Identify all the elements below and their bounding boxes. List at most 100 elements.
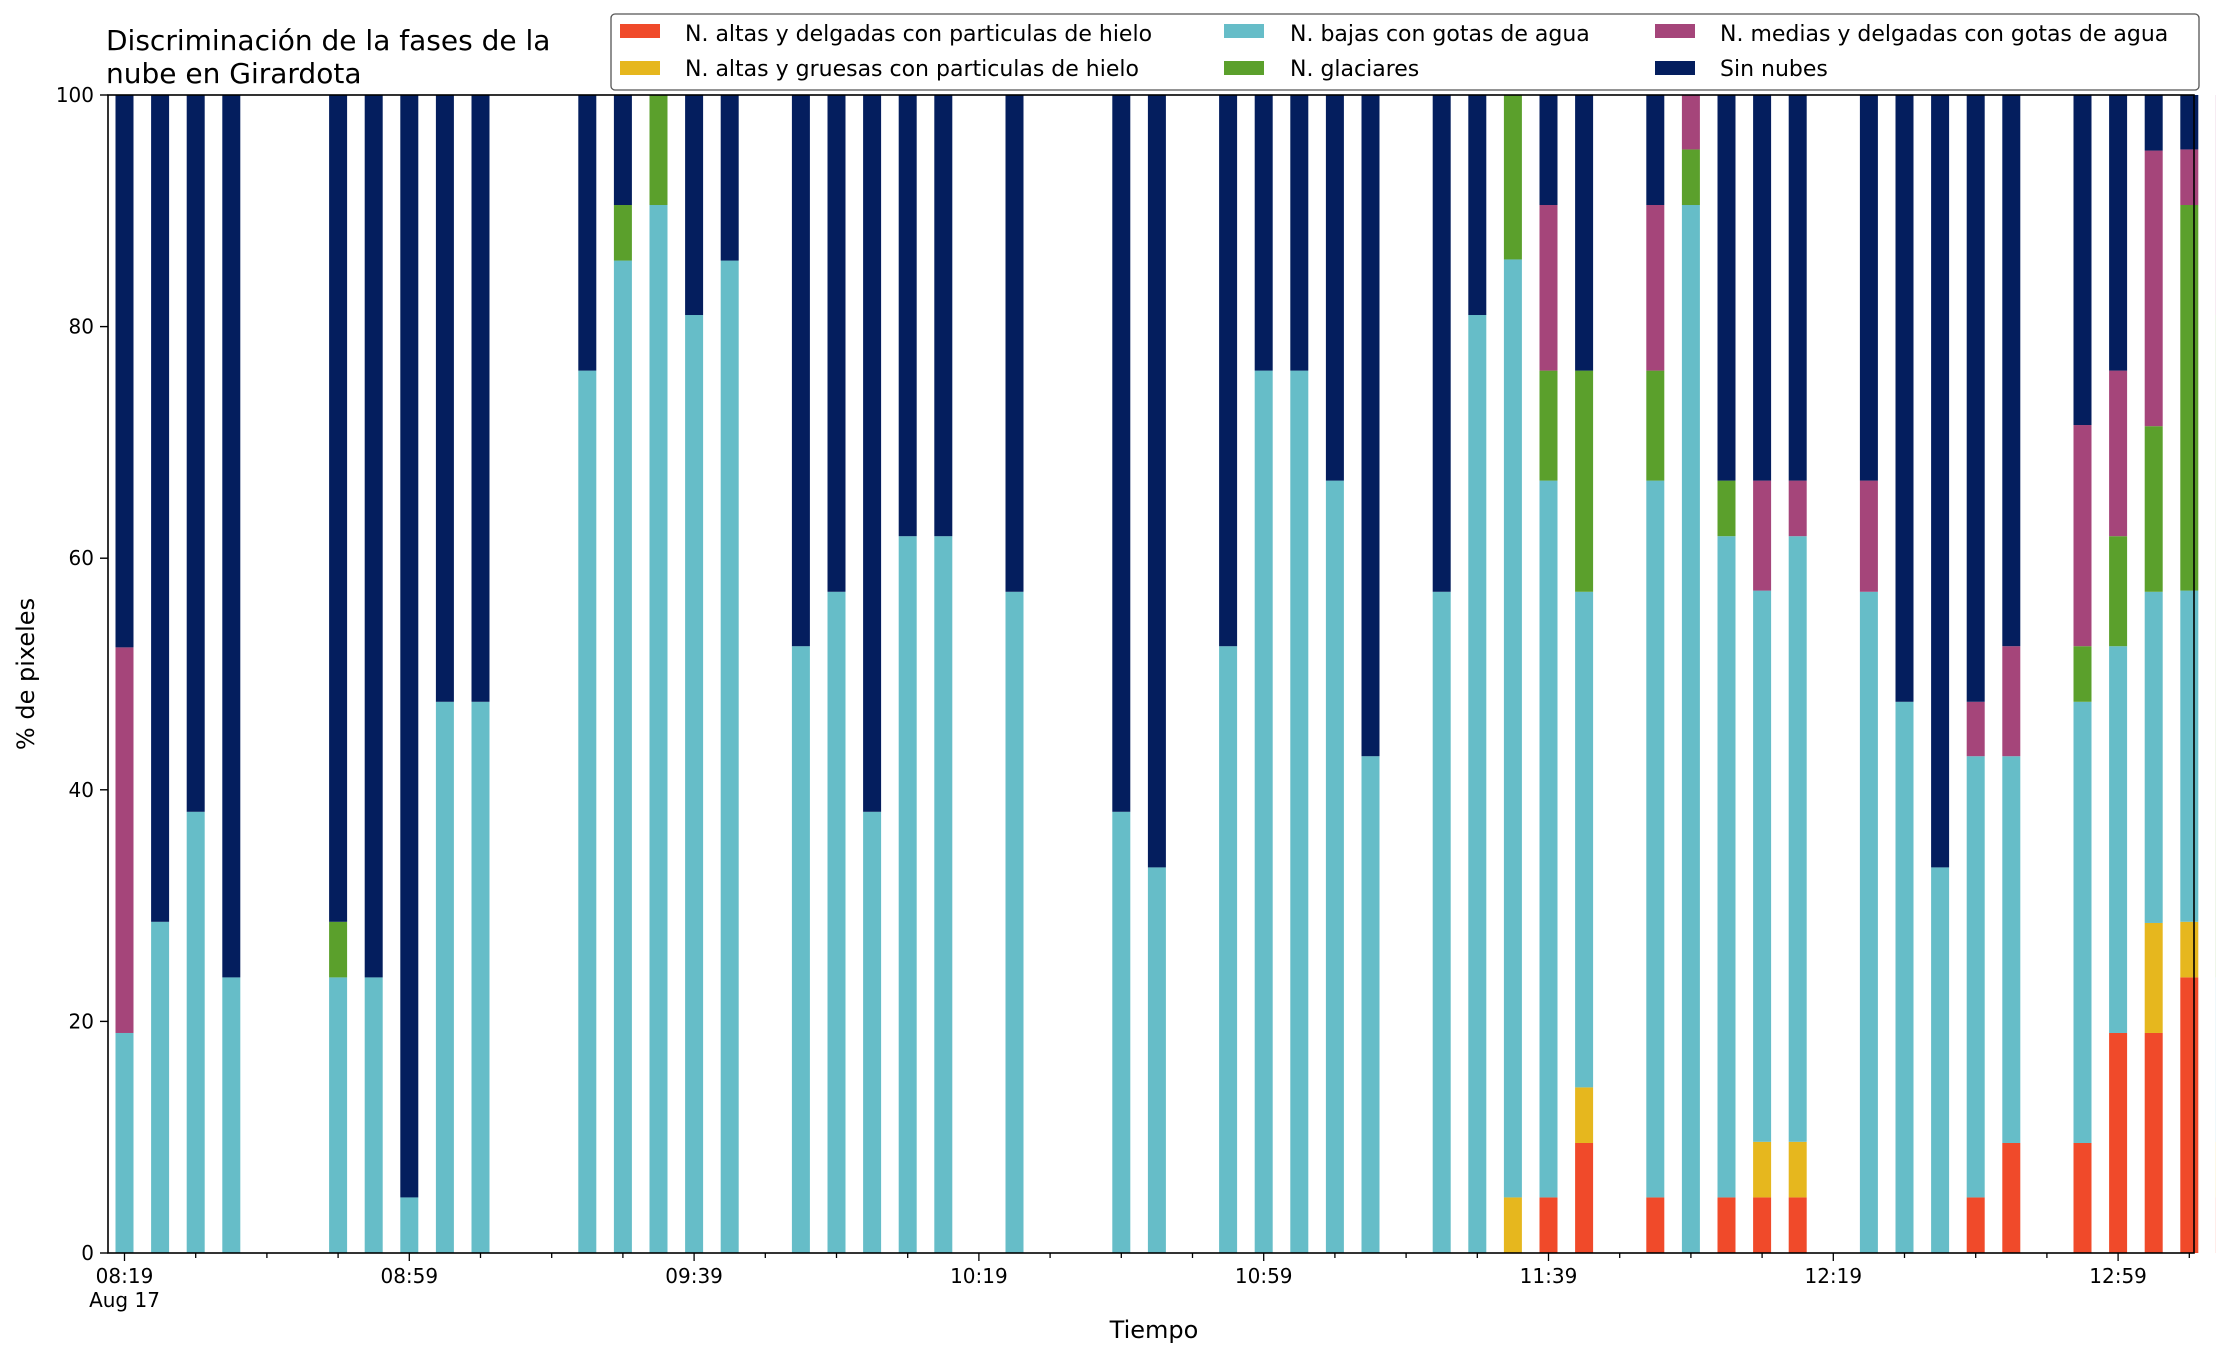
chart-title-line-2: nube en Girardota (106, 57, 361, 90)
bar-segment-delgadas-1304 (2144, 1032, 2163, 1253)
bar-segment-medias-1139 (1539, 205, 1558, 371)
bar-segment-sin-1044 (1147, 95, 1166, 868)
bar-segment-glaciares-0934 (649, 95, 668, 206)
bar-segment-medias-1304 (2144, 150, 2163, 427)
bar-segment-sin-0829 (186, 95, 205, 812)
x-tick-label-1259: 12:59 (2089, 1264, 2147, 1288)
y-tick-label-80: 80 (69, 315, 94, 339)
bar-segment-delgadas-1259 (2109, 1032, 2128, 1253)
bar-segment-bajas-1234 (1931, 867, 1950, 1253)
y-tick-label-60: 60 (69, 546, 94, 570)
legend-label-sin-nubes: Sin nubes (1720, 57, 1828, 82)
bar-segment-delgadas-1154 (1646, 1197, 1665, 1253)
bar-segment-sin-1229 (1895, 95, 1914, 702)
legend-label-glaciares: N. glaciares (1290, 57, 1419, 82)
bar-segment-sin-1224 (1859, 95, 1878, 481)
bar-segment-glaciares-1144 (1575, 370, 1594, 592)
bar-segment-bajas-1044 (1147, 867, 1166, 1253)
bar-segment-medias-1214 (1788, 480, 1807, 537)
bar-segment-sin-0959 (827, 95, 846, 592)
bar-segment-bajas-1139 (1539, 480, 1558, 1198)
bar-segment-sin-1109 (1325, 95, 1344, 481)
bar-segment-gruesas-1209 (1753, 1141, 1772, 1198)
bar-segment-medias-0819 (115, 647, 134, 1033)
bar-segment-bajas-0824 (151, 921, 170, 1253)
bar-segment-sin-1244 (2002, 95, 2021, 647)
bar-segment-sin-0939 (685, 95, 704, 316)
legend-label-medias-agua: N. medias y delgadas con gotas de agua (1720, 22, 2168, 47)
bar-segment-bajas-0849 (329, 977, 348, 1253)
bar-segment-sin-1024 (1005, 95, 1024, 592)
bar-segment-bajas-1004 (863, 811, 882, 1253)
bar-segment-sin-1259 (2109, 95, 2128, 371)
legend-swatch-sin-nubes (1655, 61, 1695, 75)
bar-segment-bajas-1154 (1646, 480, 1665, 1198)
bar-segment-sin-1009 (898, 95, 917, 537)
bar-segment-gruesas-1304 (2144, 922, 2163, 1033)
bar-segment-sin-1234 (1931, 95, 1950, 868)
bar-segment-sin-1059 (1254, 95, 1273, 371)
bar-segment-delgadas-1209 (1753, 1197, 1772, 1253)
bar-segment-sin-0904 (435, 95, 454, 702)
bar-segment-bajas-1224 (1859, 591, 1878, 1253)
bar-segment-sin-0954 (791, 95, 810, 647)
bar-segment-sin-0849 (329, 95, 348, 922)
bar-segment-bajas-1214 (1788, 536, 1807, 1142)
bar-segment-bajas-1159 (1681, 205, 1700, 1253)
bar-segment-medias-1239 (1966, 701, 1985, 757)
x-tick-label-0939: 09:39 (665, 1264, 723, 1288)
bar-segment-bajas-0929 (613, 260, 632, 1254)
bar-segment-medias-1154 (1646, 205, 1665, 371)
bar-segment-bajas-0859 (400, 1197, 419, 1253)
bar-segment-bajas-1114 (1361, 756, 1380, 1253)
bar-segment-glaciares-1309 (2180, 205, 2199, 591)
bar-segment-medias-1244 (2002, 646, 2021, 757)
bar-segment-sin-0909 (471, 95, 490, 702)
bar-segment-sin-1104 (1290, 95, 1309, 371)
plot-frame (107, 94, 2195, 1254)
bar-segment-bajas-0834 (222, 977, 241, 1253)
bar-segment-delgadas-1214 (1788, 1197, 1807, 1253)
bar-segment-bajas-1039 (1112, 811, 1131, 1253)
bar-segment-sin-1204 (1717, 95, 1736, 481)
bar-segment-bajas-1254 (2073, 701, 2092, 1143)
legend: N. altas y delgadas con particulas de hi… (610, 13, 2200, 91)
bar-segment-delgadas-1309 (2180, 977, 2199, 1253)
bar-segment-sin-1124 (1432, 95, 1451, 592)
legend-swatch-glaciares (1224, 61, 1264, 75)
bar-segment-bajas-1239 (1966, 756, 1985, 1198)
y-tick-label-100: 100 (56, 83, 94, 107)
bar-segment-bajas-0909 (471, 701, 490, 1253)
bar-segment-delgadas-1254 (2073, 1142, 2092, 1253)
y-axis-title: % de pixeles (12, 598, 40, 750)
bar-segment-sin-0944 (720, 95, 739, 261)
bar-segment-sin-1129 (1468, 95, 1487, 316)
bar-segment-sin-1239 (1966, 95, 1985, 702)
bar-segment-sin-0924 (578, 95, 597, 371)
bar-segment-bajas-0934 (649, 205, 668, 1253)
bar-segment-glaciares-0929 (613, 205, 632, 261)
bar-segment-bajas-0904 (435, 701, 454, 1253)
bar-segment-glaciares-0849 (329, 921, 348, 978)
bar-segment-sin-1304 (2144, 95, 2163, 151)
bar-segment-sin-0824 (151, 95, 170, 922)
bar-segment-sin-1144 (1575, 95, 1594, 371)
x-axis: 08:19 08:59 09:39 10:19 10:59 11:39 12:19 12:59… (89, 1253, 2190, 1312)
legend-swatch-altas-delgadas (620, 24, 660, 38)
bar-segment-bajas-0944 (720, 260, 739, 1254)
bar-segment-bajas-1144 (1575, 591, 1594, 1088)
bar-segment-sin-1209 (1753, 95, 1772, 481)
bar-segment-bajas-0854 (364, 977, 383, 1253)
bar-segment-bajas-0819 (115, 1032, 134, 1253)
bar-segment-medias-1209 (1753, 480, 1772, 591)
legend-frame (610, 13, 2200, 91)
bar-segment-bajas-0939 (685, 315, 704, 1253)
x-tick-label-1019: 10:19 (950, 1264, 1008, 1288)
bar-segment-sin-1139 (1539, 95, 1558, 206)
bar-segment-delgadas-1244 (2002, 1142, 2021, 1253)
bar-segment-bajas-1259 (2109, 646, 2128, 1033)
y-tick-label-40: 40 (69, 778, 94, 802)
bar-segment-sin-1254 (2073, 95, 2092, 426)
legend-label-bajas-agua: N. bajas con gotas de agua (1290, 22, 1590, 47)
